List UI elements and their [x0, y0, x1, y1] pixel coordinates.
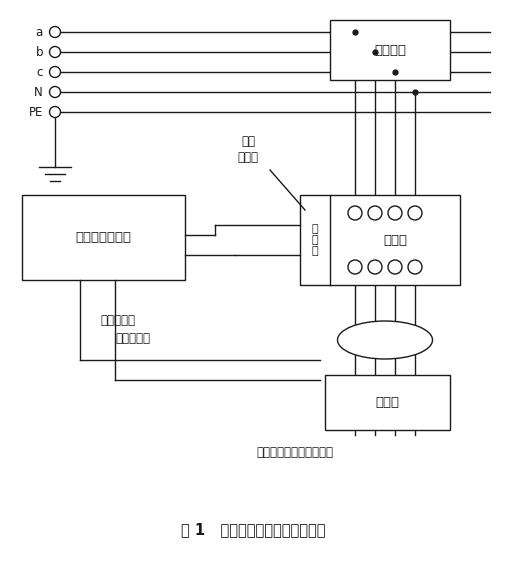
Ellipse shape	[338, 321, 432, 359]
Circle shape	[348, 260, 362, 274]
Bar	[330, 20, 450, 80]
Circle shape	[368, 206, 382, 220]
Text: 用电器: 用电器	[376, 396, 400, 409]
Circle shape	[348, 206, 362, 220]
Text: 电气火灾监控器: 电气火灾监控器	[76, 231, 131, 244]
Text: 漏电流检测: 漏电流检测	[115, 332, 150, 345]
Text: 温度
传感器: 温度 传感器	[237, 135, 259, 164]
Bar	[300, 195, 460, 285]
Circle shape	[388, 206, 402, 220]
Text: c: c	[37, 66, 43, 79]
Circle shape	[388, 260, 402, 274]
Text: N: N	[34, 85, 43, 98]
Text: PE: PE	[28, 106, 43, 119]
Circle shape	[408, 260, 422, 274]
Text: b: b	[35, 46, 43, 58]
Bar	[325, 375, 450, 430]
Text: 支配电箱: 支配电箱	[374, 43, 406, 57]
Text: a: a	[36, 25, 43, 39]
Text: 过电流检测: 过电流检测	[100, 314, 135, 327]
Text: 脱
扣
器: 脱 扣 器	[312, 224, 318, 256]
Text: 图 1   电气火灾监控器检测示意图: 图 1 电气火灾监控器检测示意图	[181, 523, 326, 537]
Text: 用电设备裸露可导电部分: 用电设备裸露可导电部分	[257, 446, 334, 460]
Text: 断路器: 断路器	[383, 233, 407, 247]
Circle shape	[368, 260, 382, 274]
Circle shape	[408, 206, 422, 220]
Bar	[22, 195, 185, 280]
